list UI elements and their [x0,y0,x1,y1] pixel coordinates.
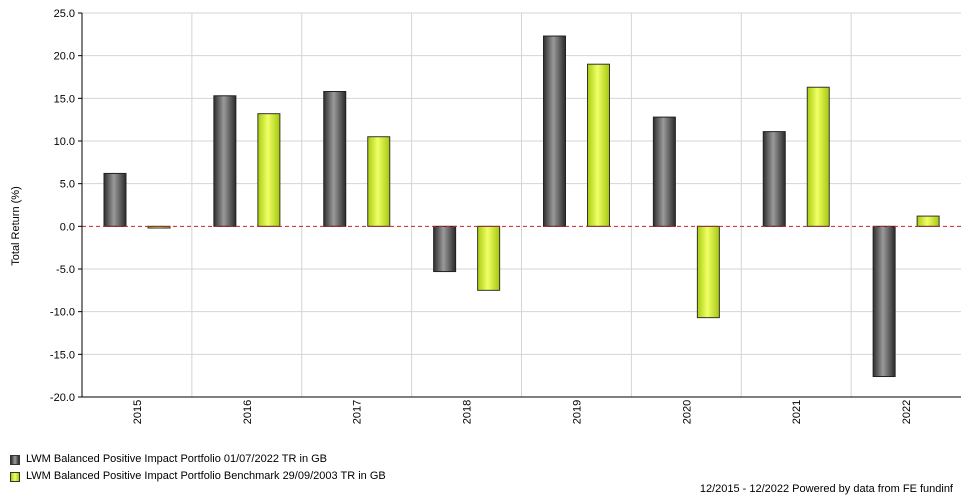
bar-benchmark-2021 [806,86,830,227]
legend: LWM Balanced Positive Impact Portfolio 0… [10,451,386,485]
axes: 25.0 20.0 15.0 10.0 5.0 0.0 -5.0 -10.0 -15.0 -20.… [50,8,961,424]
legend-label-benchmark: LWM Balanced Positive Impact Portfolio B… [26,470,386,482]
y-tick-label: -10.0 [50,307,75,319]
x-tick-label: 2021 [791,400,803,424]
bar-benchmark-2019 [587,63,610,227]
x-tick-label: 2022 [901,400,913,424]
bar-portfolio-2015 [103,172,127,227]
x-tick-label: 2019 [571,400,583,424]
footer-source: 12/2015 - 12/2022 Powered by data from F… [699,483,953,495]
legend-item-portfolio: LWM Balanced Positive Impact Portfolio 0… [10,451,386,468]
legend-label-portfolio: LWM Balanced Positive Impact Portfolio 0… [26,453,328,465]
x-tick-label: 2018 [462,400,474,424]
x-tick-label: 2020 [681,400,693,424]
x-tick-label: 2016 [242,400,254,424]
legend-item-benchmark: LWM Balanced Positive Impact Portfolio B… [10,468,386,485]
bar-benchmark-2016 [257,113,281,227]
bars [103,35,940,378]
y-tick-label: 20.0 [54,51,75,63]
y-tick-label: 25.0 [54,8,75,20]
bar-chart: 25.0 20.0 15.0 10.0 5.0 0.0 -5.0 -10.0 -15.0 -20.… [10,8,961,424]
bar-portfolio-2018 [433,225,457,273]
bar-benchmark-2022 [916,215,940,227]
bar-portfolio-2016 [213,95,237,227]
y-axis-label: Total Return (%) [10,186,22,265]
y-tick-label: 10.0 [54,136,75,148]
bar-benchmark-2020 [696,225,720,319]
y-tick-label: -5.0 [56,264,75,276]
y-tick-label: 15.0 [54,93,75,105]
y-tick-label: 0.0 [60,221,75,233]
x-tick-label: 2015 [132,400,144,424]
bar-portfolio-2022 [872,225,896,378]
bar-portfolio-2021 [762,131,786,227]
legend-swatch-benchmark [10,471,20,482]
bar-benchmark-2017 [367,136,391,227]
bar-benchmark-2018 [477,225,501,291]
y-tick-label: -20.0 [50,392,75,404]
bar-portfolio-2019 [543,35,566,227]
x-tick-label: 2017 [352,400,364,424]
legend-swatch-portfolio [10,454,20,465]
bar-portfolio-2017 [323,91,347,227]
y-tick-label: -15.0 [50,349,75,361]
y-tick-label: 5.0 [60,179,75,191]
bar-portfolio-2020 [652,116,676,227]
